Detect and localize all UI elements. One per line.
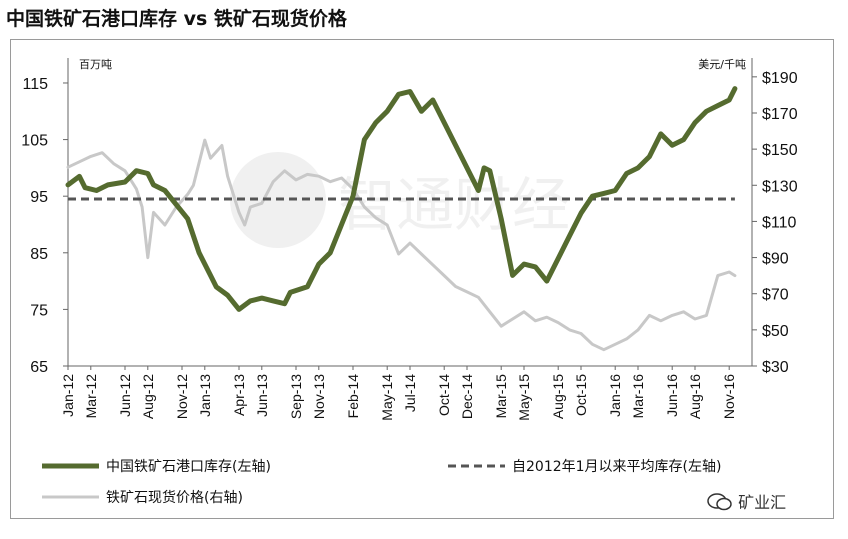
x-tick-label: Jun-13	[254, 374, 270, 417]
left-tick-label: 75	[30, 302, 48, 319]
right-tick-label: $170	[762, 106, 798, 123]
x-tick-label: Aug-16	[687, 374, 703, 419]
right-tick-label: $110	[762, 214, 797, 231]
x-tick-label: Jun-16	[664, 374, 680, 417]
x-tick-label: Jul-14	[402, 374, 418, 412]
legend: 中国铁矿石港口库存(左轴) 自2012年1月以来平均库存(左轴) 铁矿石现货价格(右…	[42, 459, 721, 506]
x-tick-label: Mar-15	[493, 374, 509, 419]
x-tick-label: Jan-12	[60, 374, 76, 417]
watermark-text: 智通财经	[338, 171, 570, 239]
page-title: 中国铁矿石港口库存 vs 铁矿石现货价格	[6, 8, 347, 30]
right-tick-label: $150	[762, 142, 798, 159]
legend-label: 铁矿石现货价格(右轴)	[106, 489, 243, 506]
x-tick-label: Jan-13	[197, 374, 213, 417]
series-layer	[65, 86, 738, 352]
right-tick-label: $130	[762, 178, 798, 195]
x-tick-label: Aug-15	[550, 374, 566, 419]
axes-layer: 115 105 95 85 75 65 $190 $170 $150 $130 $110 $90 $70…	[21, 58, 798, 421]
right-tick-label: $90	[762, 251, 789, 268]
left-tick-label: 65	[30, 359, 48, 376]
left-tick-label: 105	[21, 133, 48, 150]
legend-label: 中国铁矿石港口库存(左轴)	[106, 459, 271, 475]
source-logo: 矿业汇	[707, 489, 786, 513]
left-unit-label: 百万吨	[79, 58, 112, 71]
x-tick-label: Jun-12	[117, 374, 133, 417]
right-unit-label: 美元/千吨	[698, 58, 746, 71]
x-tick-label: Mar-16	[630, 374, 646, 419]
wechat-icon	[707, 493, 738, 512]
x-tick-label: Sep-13	[288, 374, 304, 419]
left-tick-label: 95	[30, 189, 48, 206]
x-tick-label: Feb-14	[345, 374, 361, 419]
right-tick-label: $70	[762, 287, 789, 304]
x-tick-label: May-14	[379, 374, 395, 421]
x-tick-label: Jan-16	[607, 374, 623, 417]
legend-label: 自2012年1月以来平均库存(左轴)	[512, 459, 721, 475]
x-tick-label: Nov-13	[311, 374, 327, 419]
left-tick-label: 115	[22, 76, 48, 93]
price-series-line	[66, 138, 737, 352]
source-logo-text: 矿业汇	[738, 493, 787, 512]
x-tick-label: May-15	[516, 374, 532, 421]
left-tick-label: 85	[30, 246, 48, 263]
inventory-series-line	[65, 86, 738, 312]
right-tick-label: $190	[762, 70, 798, 87]
right-tick-label: $50	[762, 323, 789, 340]
x-tick-label: Dec-14	[459, 374, 475, 419]
chart-frame	[10, 39, 834, 519]
x-tick-label: Oct-14	[436, 374, 452, 416]
x-tick-label: Nov-16	[721, 374, 737, 419]
x-tick-label: Aug-12	[140, 374, 156, 419]
x-tick-label: Nov-12	[174, 374, 190, 419]
right-tick-label: $30	[762, 359, 789, 376]
x-tick-label: Mar-12	[83, 374, 99, 419]
x-tick-label: Apr-13	[231, 374, 247, 416]
x-tick-label: Oct-15	[573, 374, 589, 416]
